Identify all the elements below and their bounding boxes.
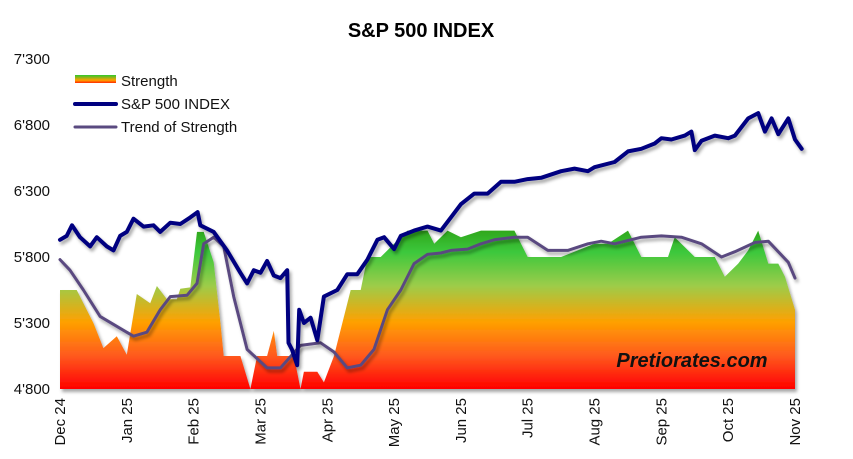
y-tick-label: 6'800 [14, 117, 50, 134]
x-tick-label: Nov 25 [787, 398, 804, 446]
legend-label-trend: Trend of Strength [121, 119, 237, 136]
watermark: Pretiorates.com [616, 350, 767, 372]
chart-title: S&P 500 INDEX [348, 20, 495, 42]
sp500-index-line [58, 111, 804, 368]
x-tick-label: Jan 25 [119, 398, 136, 443]
x-tick-label: Feb 25 [186, 398, 203, 445]
x-tick-label: Aug 25 [587, 398, 604, 446]
y-tick-label: 4'800 [14, 381, 50, 398]
legend-label-strength: Strength [121, 73, 178, 90]
y-tick-label: 5'800 [14, 249, 50, 266]
x-tick-label: Oct 25 [720, 398, 737, 442]
legend-swatch-strength [75, 75, 116, 83]
x-tick-label: Sep 25 [653, 398, 670, 446]
y-tick-label: 7'300 [14, 51, 50, 68]
y-tick-label: 5'300 [14, 315, 50, 332]
x-tick-label: Apr 25 [319, 398, 336, 442]
y-tick-label: 6'300 [14, 183, 50, 200]
strength-area [60, 230, 795, 389]
x-tick-label: Jul 25 [520, 398, 537, 438]
x-tick-label: Dec 24 [52, 398, 69, 446]
legend-label-sp500: S&P 500 INDEX [121, 96, 230, 113]
legend: Strength S&P 500 INDEX Trend of Strength [73, 73, 237, 136]
x-tick-label: May 25 [386, 398, 403, 447]
x-tick-label: Mar 25 [252, 398, 269, 445]
trend-of-strength-line [58, 234, 797, 370]
x-tick-label: Jun 25 [453, 398, 470, 443]
